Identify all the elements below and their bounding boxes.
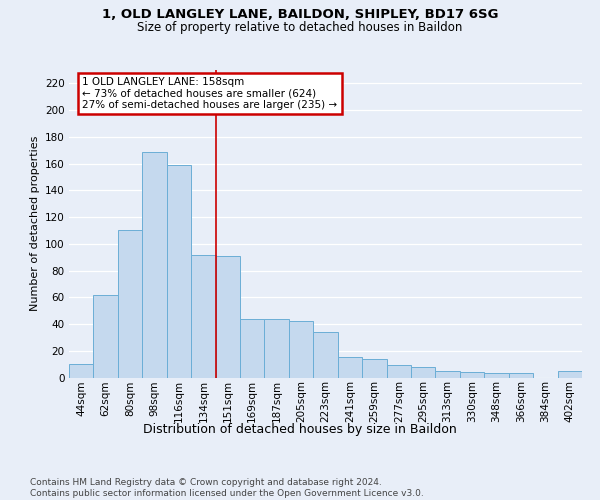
Text: Distribution of detached houses by size in Baildon: Distribution of detached houses by size … <box>143 422 457 436</box>
Text: Contains HM Land Registry data © Crown copyright and database right 2024.
Contai: Contains HM Land Registry data © Crown c… <box>30 478 424 498</box>
Text: Size of property relative to detached houses in Baildon: Size of property relative to detached ho… <box>137 22 463 35</box>
Y-axis label: Number of detached properties: Number of detached properties <box>29 136 40 312</box>
Bar <box>362 359 386 378</box>
Bar <box>265 318 289 378</box>
Bar <box>289 322 313 378</box>
Bar <box>215 256 240 378</box>
Bar <box>411 367 436 378</box>
Bar <box>167 165 191 378</box>
Bar <box>69 364 94 378</box>
Text: 1 OLD LANGLEY LANE: 158sqm
← 73% of detached houses are smaller (624)
27% of sem: 1 OLD LANGLEY LANE: 158sqm ← 73% of deta… <box>82 76 338 110</box>
Bar <box>557 371 582 378</box>
Bar <box>142 152 167 378</box>
Bar <box>436 371 460 378</box>
Bar <box>484 374 509 378</box>
Bar <box>460 372 484 378</box>
Bar <box>94 294 118 378</box>
Bar <box>191 254 215 378</box>
Bar <box>509 374 533 378</box>
Bar <box>338 358 362 378</box>
Bar <box>118 230 142 378</box>
Bar <box>240 318 265 378</box>
Bar <box>313 332 338 378</box>
Text: 1, OLD LANGLEY LANE, BAILDON, SHIPLEY, BD17 6SG: 1, OLD LANGLEY LANE, BAILDON, SHIPLEY, B… <box>102 8 498 20</box>
Bar <box>386 366 411 378</box>
